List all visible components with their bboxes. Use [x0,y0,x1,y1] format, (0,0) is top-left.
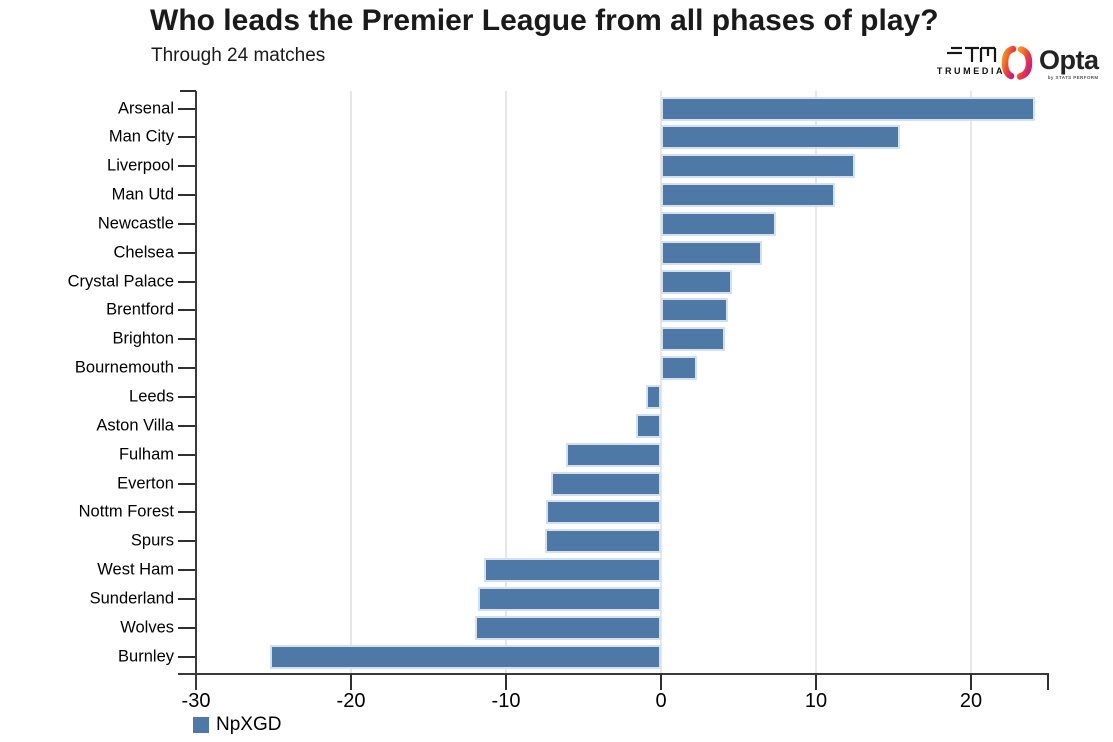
trumedia-logo: TRUMEDIA [928,44,1014,76]
category-tick [178,396,196,398]
y-axis-end-cap [180,90,196,92]
category-label: Bournemouth [74,358,174,377]
category-label: Crystal Palace [67,272,174,291]
category-tick [178,107,196,110]
x-axis-tick [660,674,662,690]
category-tick [178,251,196,254]
category-tick [178,222,196,225]
bar-man-city [661,125,900,150]
bar-chelsea [661,240,762,265]
bar-leeds [645,385,661,409]
category-tick [178,569,196,572]
gridline [815,91,817,674]
bar-wolves [475,615,661,640]
x-axis-tick-label: 0 [655,690,667,712]
x-axis-end-cap [1046,674,1049,690]
gridline [970,91,972,674]
bar-burnley [270,644,661,669]
x-axis-tick-label: -10 [491,690,521,712]
category-tick [178,597,196,600]
bar-bournemouth [661,356,697,381]
bar-fulham [566,442,661,467]
category-label: Leeds [129,387,174,406]
bar-aston-villa [636,413,661,438]
trumedia-label: TRUMEDIA [936,66,1006,76]
category-label: Arsenal [118,99,174,117]
category-label: Burnley [118,647,174,666]
category-tick [178,165,196,168]
category-tick [178,338,196,341]
gridline [505,91,507,674]
x-axis-tick [970,674,972,690]
category-tick [178,367,196,370]
category-tick [178,655,196,658]
x-axis-tick-label: -20 [336,690,366,712]
bar-nottm-forest [546,500,661,525]
x-axis-line [178,673,1049,675]
x-axis-tick [505,674,507,690]
x-axis-tick-label: -30 [181,690,211,712]
opta-sublabel: by STATS PERFORM [1047,74,1099,80]
category-label: Sunderland [89,589,174,608]
chart-title: Who leads the Premier League from all ph… [150,4,939,37]
category-tick [178,626,196,629]
chart-subtitle: Through 24 matches [151,45,326,66]
category-label: Man City [108,127,174,146]
category-tick [178,280,196,283]
bar-everton [550,471,661,496]
bar-crystal-palace [661,269,733,294]
bar-sunderland [478,586,661,611]
category-tick [178,309,196,312]
category-tick [178,511,196,514]
bar-brighton [661,327,725,352]
opta-icon [1001,45,1033,80]
bar-west-ham [484,558,661,583]
bar-newcastle [661,211,776,236]
category-label: Chelsea [113,243,174,262]
bar-arsenal [661,96,1035,121]
category-label: Newcastle [97,214,174,233]
x-axis-tick [815,674,817,690]
category-label: Everton [117,474,174,493]
gridline [350,91,352,674]
category-label: Spurs [130,531,174,550]
category-tick [178,136,196,139]
bar-spurs [544,529,661,554]
category-label: Nottm Forest [78,502,174,521]
x-axis-tick-label: 10 [804,690,828,712]
y-axis-line [195,91,197,690]
category-label: Man Utd [111,185,174,204]
category-label: Liverpool [107,156,174,175]
category-label: Aston Villa [96,416,174,435]
legend-swatch [193,717,209,733]
gridline [660,91,662,674]
category-label: Brentford [106,300,174,319]
category-label: Wolves [120,618,174,637]
bar-brentford [661,298,728,323]
category-label: West Ham [97,560,174,579]
bar-man-utd [661,183,835,208]
trumedia-icon [947,46,997,62]
category-tick [178,194,196,197]
legend-label: NpXGD [216,714,282,735]
x-axis-tick-label: 20 [959,690,983,712]
category-tick [178,540,196,543]
category-label: Fulham [118,445,174,464]
opta-logo: Opta by STATS PERFORM [1000,44,1099,82]
x-axis-tick [350,674,352,690]
category-tick [178,453,196,456]
opta-label: Opta [1039,44,1099,75]
bar-liverpool [661,154,855,179]
category-label: Brighton [112,329,174,348]
category-tick [178,482,196,485]
legend: NpXGD [193,714,281,736]
category-tick [178,424,196,427]
